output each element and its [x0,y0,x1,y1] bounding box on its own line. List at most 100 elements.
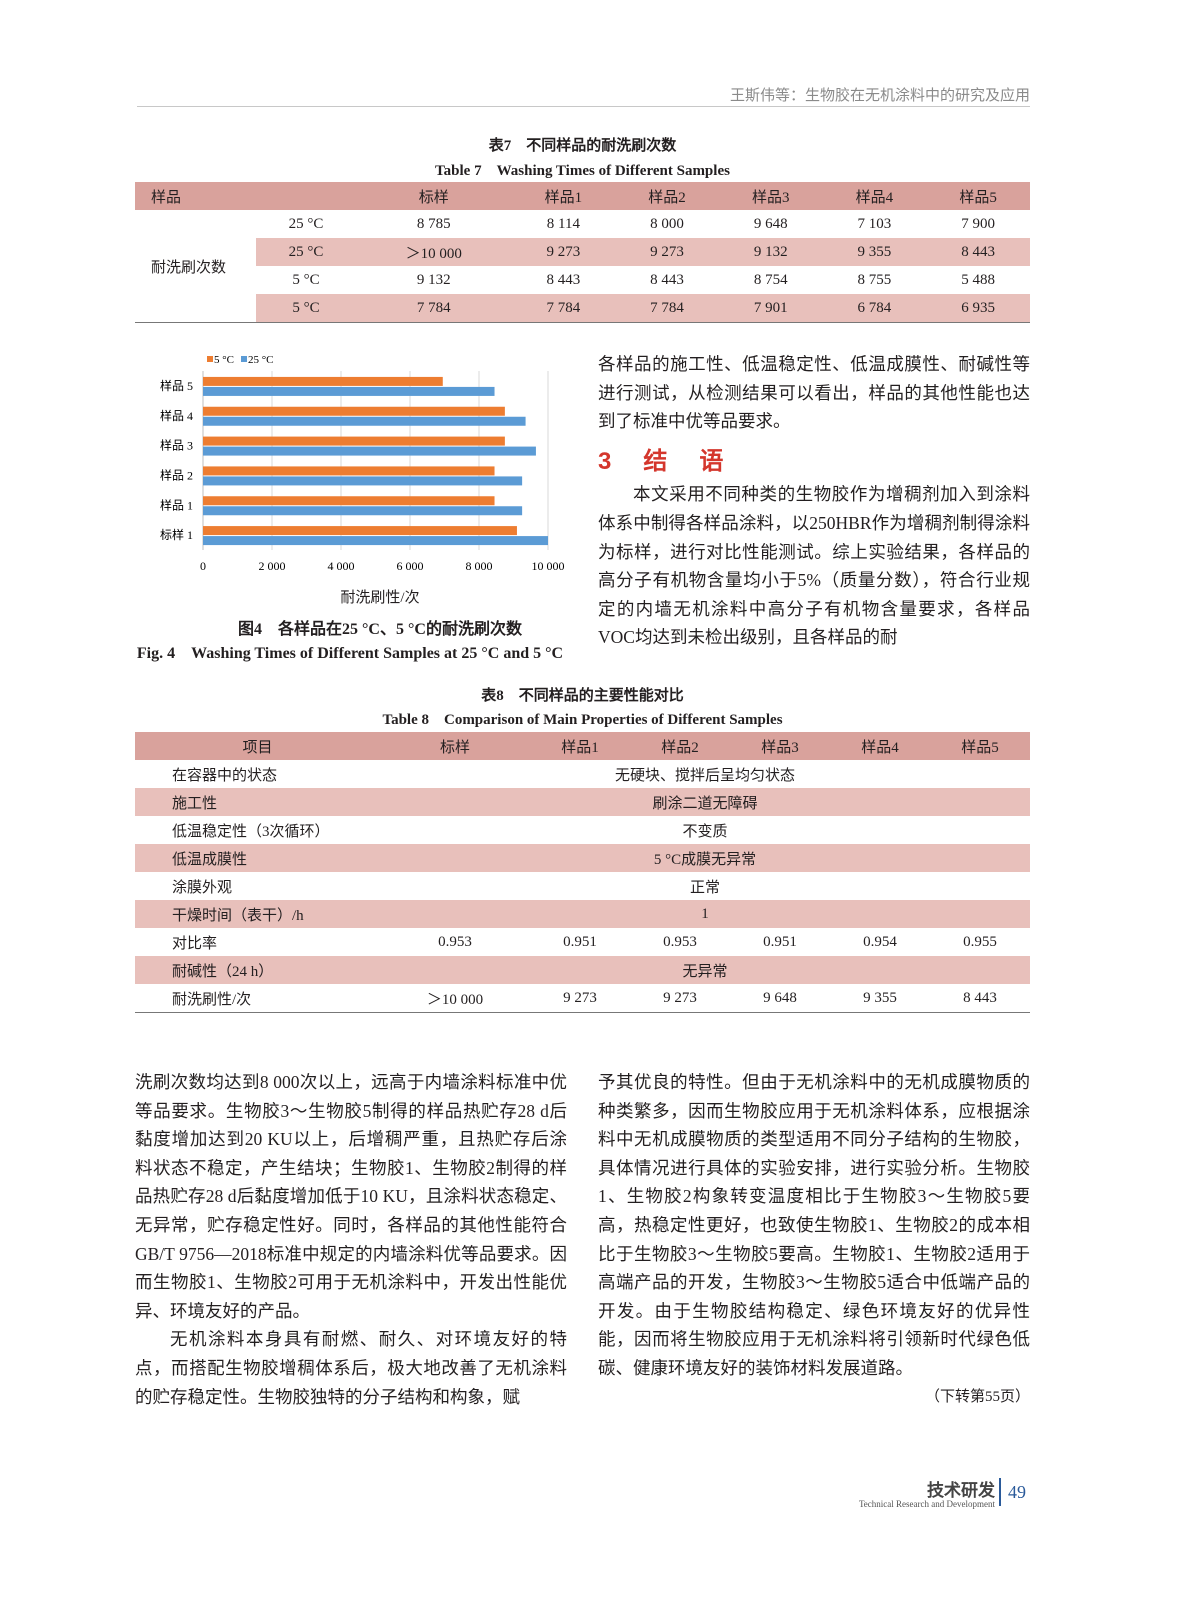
x-tick-label: 8 000 [466,559,493,573]
value-cell: 6 784 [822,294,927,323]
value-cell: 7 784 [511,294,616,323]
th: 样品1 [561,739,599,756]
legend-swatch [207,356,213,362]
value-cell: 9 273 [663,989,697,1006]
paragraph: 洗刷次数均达到8 000次以上，远高于内墙涂料标准中优等品要求。生物胶3～生物胶… [135,1072,567,1321]
paragraph: 各样品的施工性、低温稳定性、低温成膜性、耐碱性等进行测试，从检测结果可以看出，样… [598,354,1030,432]
x-tick-label: 10 000 [532,559,565,573]
merged-cell: 正常 [689,879,720,896]
merged-cell: 1 [701,905,709,922]
value-cell: 9 132 [718,238,823,266]
table8-title-cn: 表8 不同样品的主要性能对比 [481,688,684,704]
value-cell: 8 114 [546,215,580,232]
legend-swatch [241,356,247,362]
bar-25c [203,506,523,516]
table8-title-en: Table 8 Comparison of Main Properties of… [382,712,783,728]
th: 样品4 [861,739,899,756]
table8-row: 对比率 0.953 0.951 0.953 0.951 0.954 0.955 [135,928,1030,956]
table7-row: 5 °C 9 132 8 443 8 443 8 754 8 755 5 488 [135,266,1030,294]
bar-5c [203,496,495,506]
th: 样品5 [959,189,997,206]
value-cell: 0.951 [563,933,597,950]
y-tick-label: 样品 1 [160,497,193,512]
table8: 项目 标样 样品1 样品2 样品3 样品4 样品5 在容器中的状态 无硬块、搅拌后… [135,732,1030,1013]
legend-label: 25 °C [248,354,274,366]
bar-25c [203,446,536,456]
value-cell: 9 273 [511,238,616,266]
value-cell: 0.954 [863,933,897,950]
value-cell: 8 443 [926,238,1030,266]
item-cell: 低温稳定性（3次循环） [172,823,330,840]
paragraph: 予其优良的特性。但由于无机涂料中的无机成膜物质的种类繁多，因而生物胶应用于无机涂… [598,1072,1030,1378]
item-cell: 涂膜外观 [172,879,233,896]
th: 样品2 [648,189,686,206]
bar-25c [203,416,526,426]
x-tick-label: 6 000 [397,559,424,573]
item-cell: 对比率 [172,935,218,952]
merged-cell: 无硬块、搅拌后呈均匀状态 [614,767,795,784]
th [256,182,356,210]
table8-row: 在容器中的状态 无硬块、搅拌后呈均匀状态 [135,760,1030,788]
item-cell: 在容器中的状态 [172,767,278,784]
value-cell: 9 355 [822,238,927,266]
bar-25c [203,536,548,546]
th: 样品5 [961,739,999,756]
x-axis-label: 耐洗刷性/次 [340,590,420,606]
paragraph: 无机涂料本身具有耐燃、耐久、对环境友好的特点，而搭配生物胶增稠体系后，极大地改善… [135,1329,567,1407]
th: 样品3 [751,189,790,206]
table7: 样品 标样 样品1 样品2 样品3 样品4 样品5 耐洗刷次数 25 °C 8 78… [135,182,1030,323]
left-column: 洗刷次数均达到8 000次以上，远高于内墙涂料标准中优等品要求。生物胶3～生物胶… [135,1068,567,1411]
th: 标样 [439,739,470,756]
bar-5c [203,406,505,416]
section-3-heading: 3 结 语 [598,447,728,475]
bar-5c [203,466,495,476]
table8-row: 低温稳定性（3次循环） 不变质 [135,816,1030,844]
table8-row: 耐洗刷性/次 ＞10 000 9 273 9 273 9 648 9 355 8 443 [135,984,1030,1013]
value-cell: 9 648 [763,989,797,1006]
value-cell: 8 754 [753,271,788,288]
value-cell: 8 443 [650,271,684,288]
y-tick-label: 样品 3 [160,438,193,453]
value-cell: 9 648 [753,215,788,232]
bar-25c [203,476,523,486]
value-cell: 8 755 [857,271,892,288]
temperature-cell: 25 °C [256,238,356,266]
value-cell: ＞10 000 [356,238,512,266]
item-cell: 低温成膜性 [172,851,248,868]
value-cell: 8 443 [546,271,581,288]
merged-cell: 不变质 [682,823,728,840]
table7-row: 耐洗刷次数 25 °C 8 785 8 114 8 000 9 648 7 103 7 900 [135,210,1030,323]
table8-row: 耐碱性（24 h） 无异常 [135,956,1030,984]
th: 标样 [418,189,449,206]
value-cell: 0.955 [963,933,997,950]
th: 样品 [151,189,182,206]
legend-label: 5 °C [214,354,234,366]
row-label: 耐洗刷次数 [135,210,256,323]
table8-header: 项目 标样 样品1 样品2 样品3 样品4 样品5 [135,732,1030,760]
item-cell: 干燥时间（表干）/h [172,907,304,924]
merged-cell: 5 °C成膜无异常 [653,851,757,868]
table8-row: 施工性 刷涂二道无障碍 [135,788,1030,816]
x-tick-label: 0 [200,559,206,573]
th: 样品1 [544,189,583,206]
table7-title-cn: 表7 不同样品的耐洗刷次数 [488,138,677,154]
value-cell: 5 488 [961,271,995,288]
y-tick-label: 样品 2 [160,467,193,482]
y-tick-label: 标样 1 [160,527,193,542]
merged-cell: 刷涂二道无障碍 [652,795,758,812]
merged-cell: 无异常 [682,963,728,980]
value-cell: 9 273 [563,989,597,1006]
value-cell: 9 355 [863,989,897,1006]
bar-5c [203,376,443,386]
page-number: 49 [1008,1482,1026,1502]
footer-section-cn: 技术研发 [927,1481,995,1500]
running-header: 王斯伟等：生物胶在无机涂料中的研究及应用 [729,87,1030,104]
item-cell: 耐洗刷性/次 [172,991,252,1008]
value-cell: 7 784 [356,294,512,323]
right-column: 予其优良的特性。但由于无机涂料中的无机成膜物质的种类繁多，因而生物胶应用于无机涂… [598,1068,1030,1411]
bar-5c [203,436,505,446]
value-cell: 8 443 [963,989,997,1006]
x-tick-label: 4 000 [328,559,355,573]
value-cell: ＞10 000 [426,991,484,1008]
